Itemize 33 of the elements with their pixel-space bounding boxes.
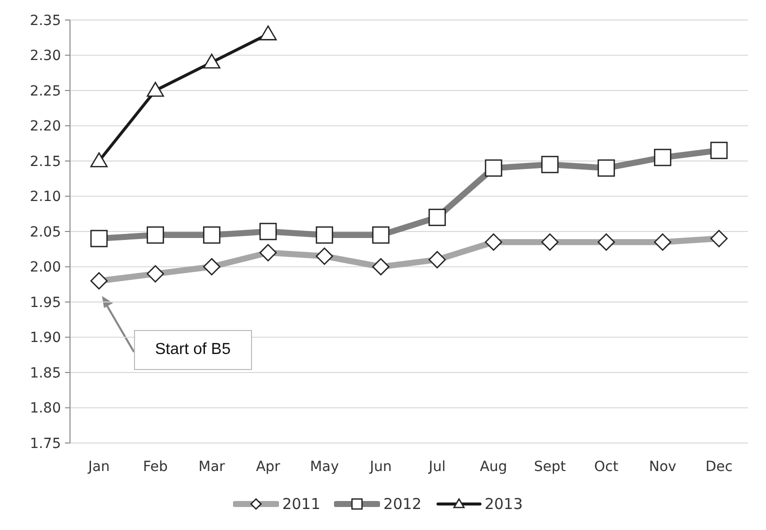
y-tick-label: 2.15 xyxy=(30,154,61,170)
annotation: Start of B5 xyxy=(134,330,252,370)
y-tick-label: 2.10 xyxy=(30,189,61,206)
y-tick-label: 2.35 xyxy=(30,12,61,29)
y-tick-label: 2.20 xyxy=(30,118,61,135)
x-tick-label: Feb xyxy=(142,458,168,475)
y-tick-label: 1.75 xyxy=(30,436,61,452)
x-tick-label: Mar xyxy=(198,458,226,475)
y-tick-label: 1.85 xyxy=(30,365,61,382)
point xyxy=(146,82,164,97)
x-tick-label: Apr xyxy=(256,458,280,475)
x-tick-label: May xyxy=(310,458,339,475)
y-tick-label: 2.25 xyxy=(30,83,61,100)
point xyxy=(203,54,220,69)
x-tick-label: Sept xyxy=(534,458,566,475)
x-tick-label: Jul xyxy=(428,458,446,475)
point xyxy=(90,152,108,168)
y-tick-label: 1.80 xyxy=(30,400,61,417)
y-tick-label: 2.30 xyxy=(30,48,61,64)
point xyxy=(259,25,277,40)
y-tick-label: 2.05 xyxy=(30,224,61,240)
x-tick-label: Jun xyxy=(368,458,392,475)
legend-label: 2012 xyxy=(382,495,422,513)
legend-label: 2011 xyxy=(281,495,320,513)
y-tick-label: 1.90 xyxy=(30,330,61,346)
x-tick-label: Oct xyxy=(594,458,619,475)
y-tick-label: 1.95 xyxy=(30,294,61,311)
x-tick-label: Aug xyxy=(480,458,508,475)
x-tick-label: Dec xyxy=(705,458,733,475)
x-tick-label: Jan xyxy=(87,458,110,475)
legend-label: 2013 xyxy=(484,495,523,513)
y-tick-label: 2.00 xyxy=(30,260,61,276)
x-tick-label: Nov xyxy=(648,458,676,475)
